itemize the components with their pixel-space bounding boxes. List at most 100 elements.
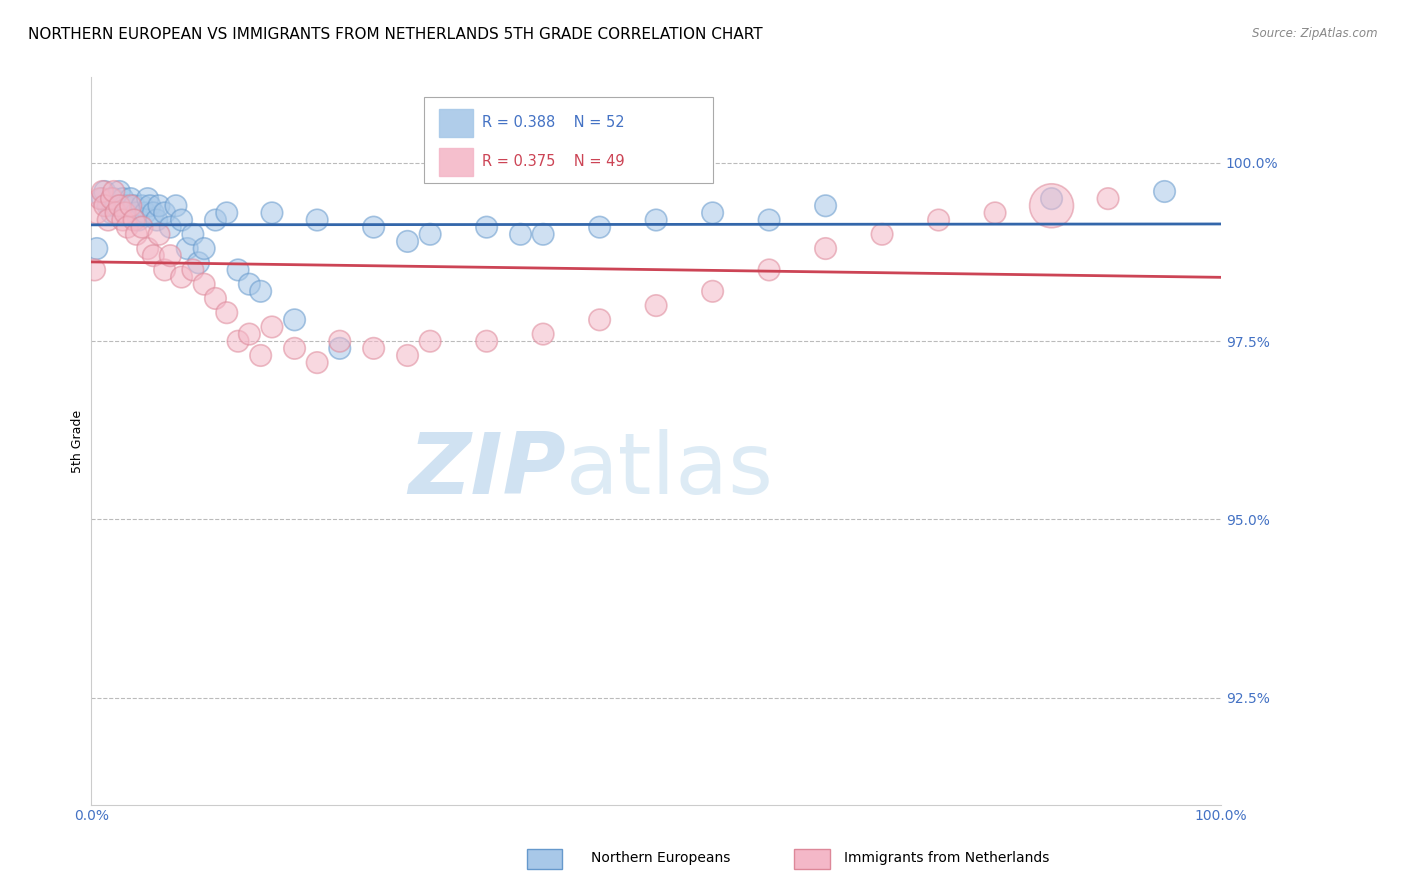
Point: [148, 227, 170, 242]
Point: [159, 220, 181, 235]
Y-axis label: 5th Grade: 5th Grade: [72, 409, 84, 473]
Point: [114, 206, 136, 220]
Point: [128, 213, 150, 227]
Point: [363, 342, 385, 356]
Point: [307, 213, 329, 227]
Point: [148, 199, 170, 213]
Point: [531, 227, 554, 242]
Point: [226, 334, 249, 349]
Point: [814, 242, 837, 256]
Point: [181, 227, 204, 242]
Point: [419, 227, 441, 242]
Point: [181, 263, 204, 277]
Point: [165, 199, 187, 213]
Point: [134, 206, 156, 220]
Point: [758, 263, 780, 277]
Point: [117, 220, 139, 235]
Point: [509, 227, 531, 242]
Point: [145, 213, 167, 227]
Text: R = 0.388    N = 52: R = 0.388 N = 52: [482, 115, 624, 130]
Point: [307, 356, 329, 370]
Point: [645, 213, 668, 227]
Point: [100, 192, 122, 206]
Point: [125, 206, 148, 220]
Point: [284, 313, 307, 327]
Point: [170, 213, 193, 227]
Point: [159, 249, 181, 263]
Point: [204, 213, 226, 227]
Point: [984, 206, 1007, 220]
Point: [139, 199, 162, 213]
Point: [103, 185, 125, 199]
Text: Northern Europeans: Northern Europeans: [591, 851, 730, 865]
Point: [114, 199, 136, 213]
Point: [396, 349, 419, 363]
Point: [153, 206, 176, 220]
Point: [702, 285, 724, 299]
Point: [83, 263, 105, 277]
Point: [120, 199, 142, 213]
Point: [1153, 185, 1175, 199]
Point: [93, 199, 115, 213]
Point: [363, 220, 385, 235]
Point: [97, 213, 120, 227]
Text: NORTHERN EUROPEAN VS IMMIGRANTS FROM NETHERLANDS 5TH GRADE CORRELATION CHART: NORTHERN EUROPEAN VS IMMIGRANTS FROM NET…: [28, 27, 762, 42]
Point: [1040, 192, 1063, 206]
Point: [475, 220, 498, 235]
Point: [531, 327, 554, 342]
Point: [249, 285, 271, 299]
Point: [176, 242, 198, 256]
Point: [153, 263, 176, 277]
Point: [1040, 199, 1063, 213]
Point: [111, 213, 134, 227]
Bar: [439, 148, 472, 176]
Point: [170, 270, 193, 285]
Point: [702, 206, 724, 220]
Point: [108, 199, 131, 213]
Text: atlas: atlas: [565, 429, 773, 512]
Point: [588, 313, 610, 327]
Text: ZIP: ZIP: [408, 429, 565, 512]
Point: [238, 277, 260, 292]
Point: [193, 277, 215, 292]
Point: [86, 206, 108, 220]
Point: [204, 292, 226, 306]
Point: [187, 256, 209, 270]
Point: [93, 185, 115, 199]
Point: [91, 192, 114, 206]
Point: [142, 249, 165, 263]
Point: [870, 227, 893, 242]
Point: [238, 327, 260, 342]
Point: [131, 220, 153, 235]
Point: [814, 199, 837, 213]
Point: [103, 192, 125, 206]
Point: [111, 192, 134, 206]
Point: [928, 213, 950, 227]
Point: [120, 192, 142, 206]
Point: [396, 235, 419, 249]
Point: [100, 206, 122, 220]
Point: [108, 185, 131, 199]
Point: [105, 199, 128, 213]
Point: [1097, 192, 1119, 206]
Point: [215, 306, 238, 320]
Point: [91, 185, 114, 199]
Point: [89, 192, 111, 206]
Point: [329, 334, 352, 349]
Point: [122, 213, 145, 227]
Text: Immigrants from Netherlands: Immigrants from Netherlands: [844, 851, 1049, 865]
Point: [142, 206, 165, 220]
Text: Source: ZipAtlas.com: Source: ZipAtlas.com: [1253, 27, 1378, 40]
Point: [329, 342, 352, 356]
Point: [136, 192, 159, 206]
Point: [122, 199, 145, 213]
Point: [226, 263, 249, 277]
Point: [125, 227, 148, 242]
Point: [215, 206, 238, 220]
Point: [260, 320, 283, 334]
Point: [758, 213, 780, 227]
Point: [249, 349, 271, 363]
Point: [645, 299, 668, 313]
Point: [131, 199, 153, 213]
Point: [475, 334, 498, 349]
